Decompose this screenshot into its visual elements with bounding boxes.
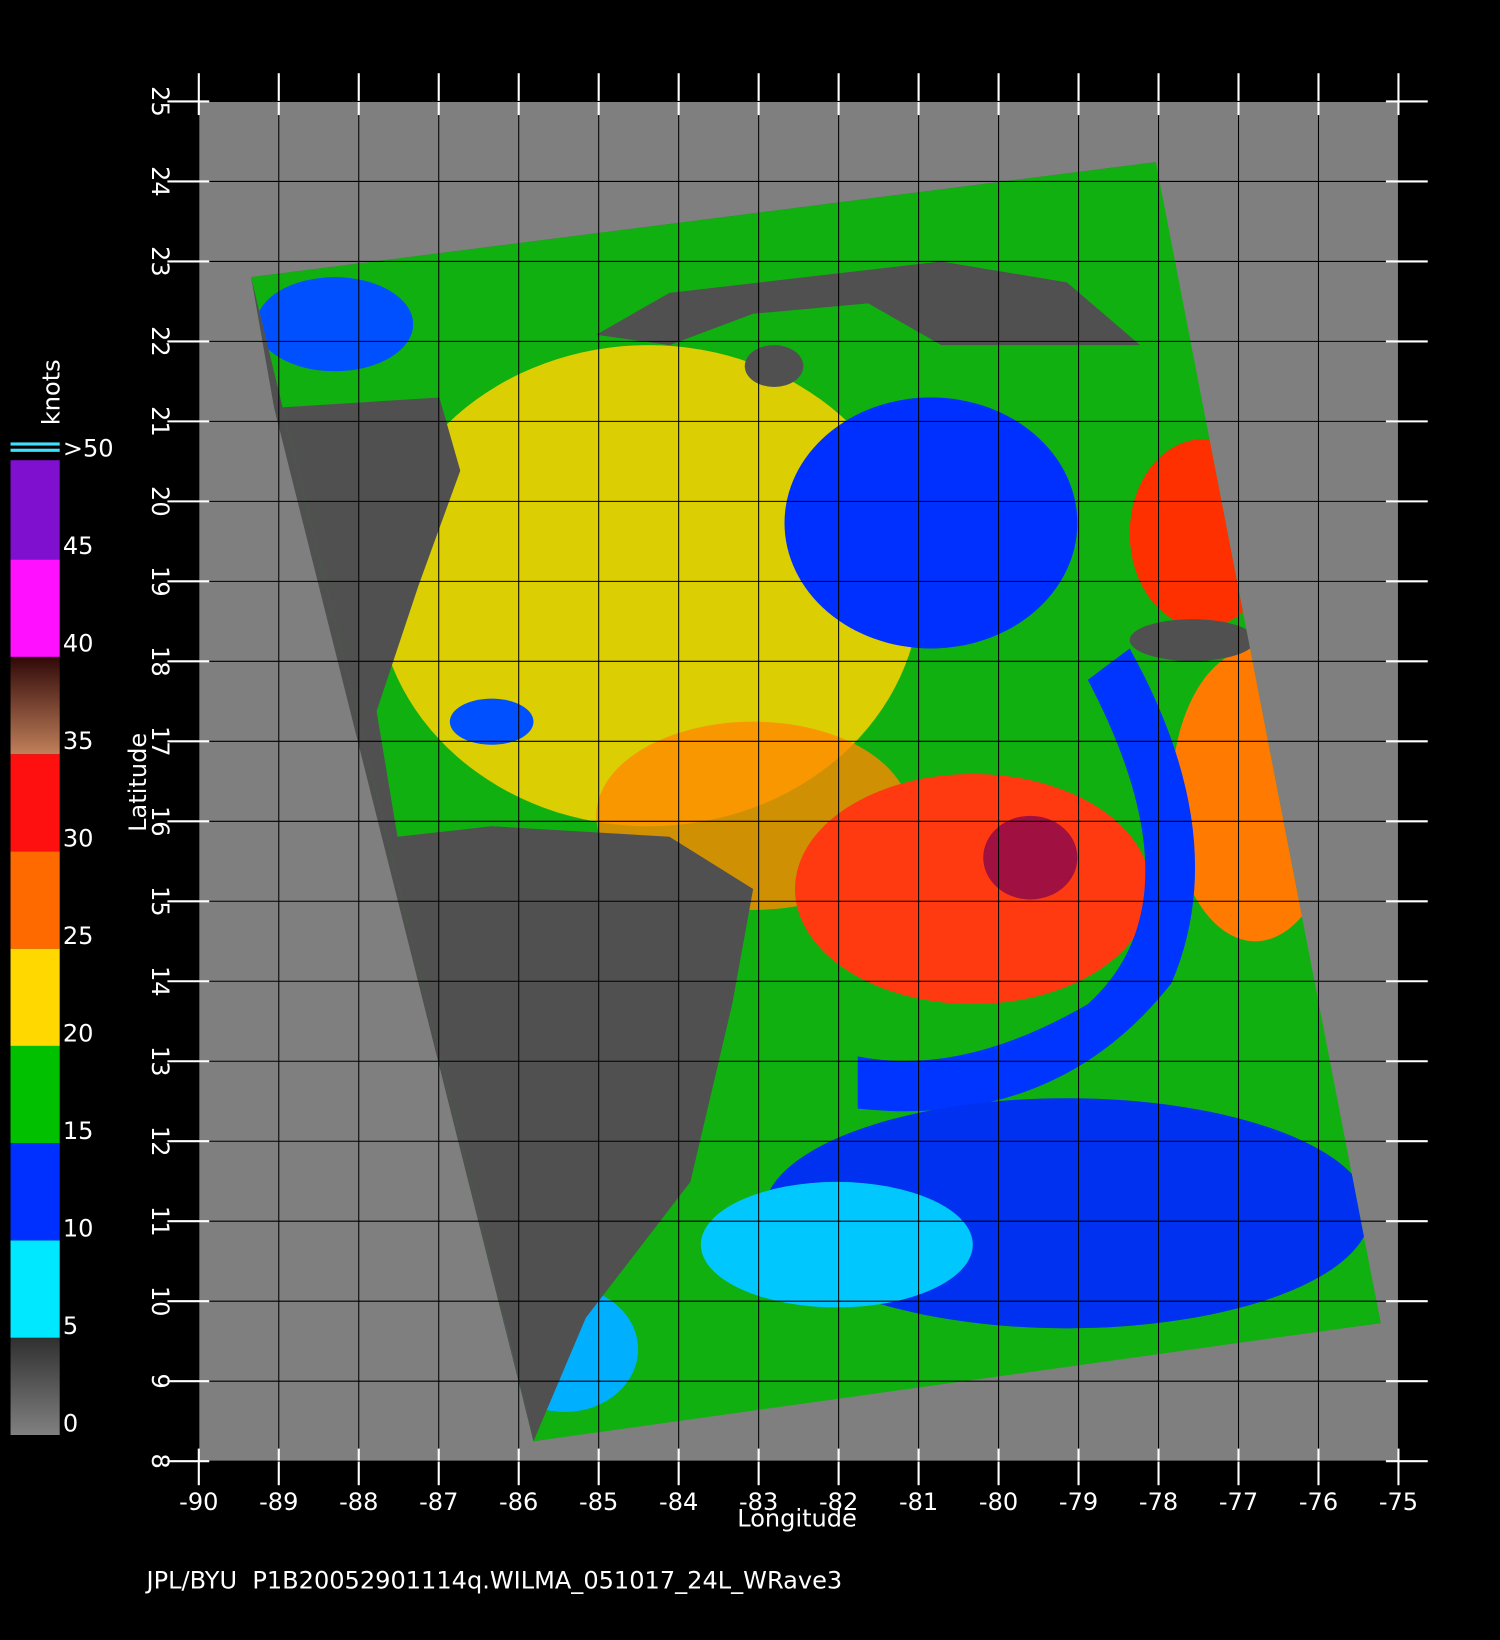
- colorbar-tick-label: >50: [63, 435, 114, 463]
- colorbar-tick-label: 20: [63, 1020, 94, 1048]
- colorbar-tick-label: 35: [63, 727, 94, 755]
- y-tick-label: 10: [146, 1286, 174, 1317]
- y-tick-label: 25: [146, 86, 174, 117]
- x-tick-label: -79: [1059, 1488, 1098, 1516]
- colorbar-segment: [10, 448, 60, 452]
- y-tick-label: 22: [146, 326, 174, 357]
- y-tick-label: 24: [146, 166, 174, 197]
- colorbar-tick-label: 15: [63, 1117, 94, 1145]
- y-tick-label: 8: [146, 1453, 174, 1468]
- colorbar-segment: [10, 559, 60, 657]
- y-tick-label: 12: [146, 1126, 174, 1157]
- y-tick-label: 16: [146, 806, 174, 837]
- y-tick-label: 17: [146, 726, 174, 757]
- x-tick-label: -78: [1139, 1488, 1178, 1516]
- colorbar-segment: [10, 1045, 60, 1144]
- x-tick-label: -90: [179, 1488, 218, 1516]
- colorbar-segment: [10, 460, 60, 560]
- y-tick-label: 13: [146, 1046, 174, 1077]
- y-tick-label: 18: [146, 646, 174, 677]
- x-tick-label: -83: [739, 1488, 778, 1516]
- colorbar-tick-label: 45: [63, 532, 94, 560]
- x-tick-label: -86: [499, 1488, 538, 1516]
- colorbar-segment: [10, 1143, 60, 1241]
- y-tick-label: 20: [146, 486, 174, 517]
- y-tick-label: 9: [146, 1374, 174, 1389]
- colorbar-segment: [10, 656, 60, 755]
- colorbar-tick-label: 25: [63, 922, 94, 950]
- y-tick-label: 19: [146, 566, 174, 597]
- x-tick-label: -89: [259, 1488, 298, 1516]
- y-tick-label: 14: [146, 966, 174, 997]
- x-tick-label: -81: [899, 1488, 938, 1516]
- y-axis-label: Latitude: [124, 733, 152, 832]
- x-tick-label: -80: [979, 1488, 1018, 1516]
- colorbar-tick-label: 10: [63, 1215, 94, 1243]
- x-tick-label: -84: [659, 1488, 698, 1516]
- x-axis-label: Longitude: [737, 1505, 857, 1533]
- y-tick-label: 21: [146, 406, 174, 437]
- colorbar-segment: [10, 754, 60, 852]
- colorbar-tick-label: 0: [63, 1410, 78, 1438]
- colorbar-segment: [10, 851, 60, 949]
- colorbar-segment: [10, 1240, 60, 1338]
- x-tick-label: -88: [339, 1488, 378, 1516]
- colorbar-tick-label: 40: [63, 630, 94, 658]
- colorbar-segment: [10, 442, 60, 446]
- colorbar-tick-label: 5: [63, 1312, 78, 1340]
- colorbar-segment: [10, 1337, 60, 1435]
- colorbar-segment: [10, 948, 60, 1046]
- colorbar-label: knots: [37, 359, 65, 425]
- x-tick-label: -75: [1379, 1488, 1418, 1516]
- x-tick-label: -76: [1299, 1488, 1338, 1516]
- footer: JPL/BYU P1B20052901114q.WILMA_051017_24L…: [145, 1566, 843, 1594]
- colorbar-tick-label: 30: [63, 825, 94, 853]
- x-tick-label: -87: [419, 1488, 458, 1516]
- x-tick-label: -85: [579, 1488, 618, 1516]
- x-tick-label: -77: [1219, 1488, 1258, 1516]
- y-tick-label: 11: [146, 1206, 174, 1237]
- y-tick-label: 15: [146, 886, 174, 917]
- x-tick-label: -82: [819, 1488, 858, 1516]
- y-tick-label: 23: [146, 246, 174, 277]
